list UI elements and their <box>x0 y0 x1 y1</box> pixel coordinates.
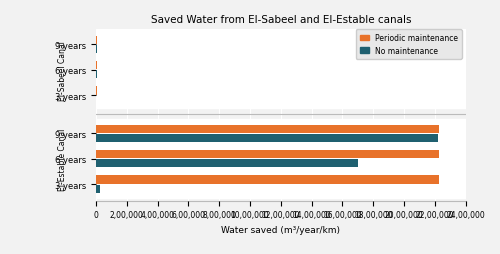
Bar <box>96 160 358 168</box>
Text: El-Sabeel Canal: El-Sabeel Canal <box>58 41 67 100</box>
Bar <box>96 185 100 193</box>
Bar <box>96 134 438 142</box>
Bar <box>96 176 440 184</box>
Bar <box>96 120 466 198</box>
Bar <box>96 45 97 54</box>
Bar <box>96 71 97 79</box>
Bar <box>96 36 97 44</box>
Title: Saved Water from El-Sabeel and El-Estable canals: Saved Water from El-Sabeel and El-Establ… <box>150 15 411 25</box>
Bar <box>96 62 97 70</box>
Bar <box>96 150 440 158</box>
X-axis label: Water saved (m³/year/km): Water saved (m³/year/km) <box>222 225 340 234</box>
Bar <box>96 30 466 108</box>
Bar <box>96 125 440 133</box>
Bar <box>96 87 97 95</box>
Legend: Periodic maintenance, No maintenance: Periodic maintenance, No maintenance <box>356 30 462 59</box>
Text: El-Estable Canal: El-Estable Canal <box>58 128 67 190</box>
